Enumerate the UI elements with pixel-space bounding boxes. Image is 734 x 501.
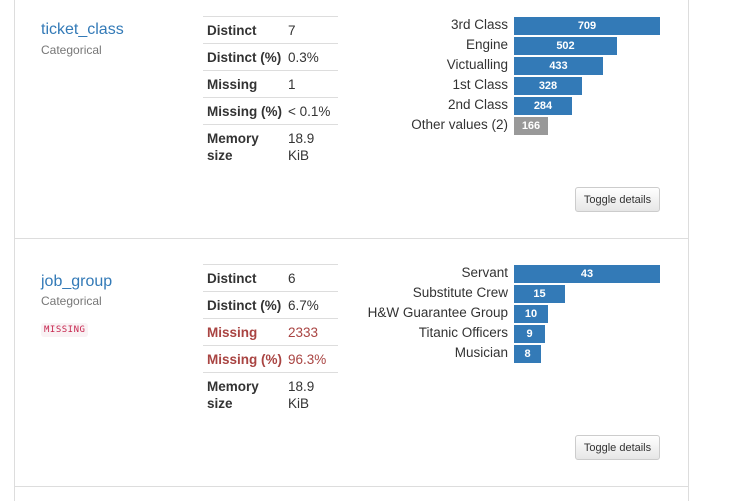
- freq-row: Musician 8: [315, 344, 675, 363]
- freq-category-label: Titanic Officers: [418, 325, 508, 340]
- stat-label: Missing (%): [207, 352, 283, 367]
- stat-row-memory-size: Memory size 18.9 KiB: [203, 124, 338, 169]
- stat-row-missing-pct: Missing (%) 96.3%: [203, 345, 338, 372]
- stat-value: < 0.1%: [288, 104, 331, 119]
- freq-bar: 284: [514, 97, 572, 115]
- stat-value: 6.7%: [288, 298, 319, 313]
- section-divider: [14, 486, 689, 487]
- stat-value-line: KiB: [288, 396, 310, 411]
- stat-value: 6: [288, 271, 296, 286]
- stat-value: 0.3%: [288, 50, 319, 65]
- stat-row-distinct-pct: Distinct (%) 6.7%: [203, 291, 338, 318]
- missing-warning-badge: MISSING: [41, 323, 89, 337]
- freq-row: Titanic Officers 9: [315, 324, 675, 343]
- freq-category-label: 1st Class: [452, 77, 508, 92]
- variable-type: Categorical: [41, 43, 102, 57]
- freq-category-label: 2nd Class: [447, 97, 508, 112]
- stat-label-line: Memory: [207, 131, 259, 146]
- freq-category-label: H&W Guarantee Group: [367, 305, 508, 320]
- freq-bar-other: 166: [514, 117, 548, 135]
- freq-row: Engine 502: [315, 36, 675, 55]
- variable-section-job-group: job_group Categorical MISSING Distinct 6…: [15, 248, 688, 486]
- stat-row-missing-pct: Missing (%) < 0.1%: [203, 97, 338, 124]
- freq-category-label: Substitute Crew: [412, 285, 508, 300]
- freq-bar: 15: [514, 285, 565, 303]
- freq-bar: 9: [514, 325, 545, 343]
- freq-bar: 10: [514, 305, 548, 323]
- stat-label: Missing (%): [207, 104, 283, 119]
- freq-row: Servant 43: [315, 264, 675, 283]
- stat-label-line: Memory: [207, 379, 259, 394]
- toggle-details-button[interactable]: Toggle details: [575, 435, 660, 460]
- stat-value: 18.9 KiB: [288, 378, 314, 412]
- freq-category-label: 3rd Class: [450, 17, 508, 32]
- stat-label: Distinct (%): [207, 298, 282, 313]
- freq-row: 3rd Class 709: [315, 16, 675, 35]
- freq-bar: 43: [514, 265, 660, 283]
- stat-value: 18.9 KiB: [288, 130, 314, 164]
- stat-value-line: KiB: [288, 148, 310, 163]
- freq-row: Victualling 433: [315, 56, 675, 75]
- freq-bar: 8: [514, 345, 541, 363]
- section-divider: [14, 238, 689, 239]
- stat-row-missing: Missing 2333: [203, 318, 338, 345]
- freq-row-other-values: Other values (2) 166: [315, 116, 675, 135]
- freq-category-label: Servant: [461, 265, 508, 280]
- stat-value-line: 18.9: [288, 131, 315, 146]
- stat-row-distinct-pct: Distinct (%) 0.3%: [203, 43, 338, 70]
- right-border: [688, 0, 689, 501]
- stat-label: Missing: [207, 77, 258, 92]
- freq-category-label: Other values (2): [411, 117, 508, 132]
- stat-row-missing: Missing 1: [203, 70, 338, 97]
- left-border: [14, 0, 15, 501]
- freq-row: H&W Guarantee Group 10: [315, 304, 675, 323]
- variable-name-link[interactable]: job_group: [41, 273, 113, 290]
- freq-bar: 328: [514, 77, 582, 95]
- stat-label: Distinct: [207, 271, 257, 286]
- stat-row-distinct: Distinct 6: [203, 264, 338, 291]
- freq-category-label: Musician: [454, 345, 508, 360]
- stat-value-line: 18.9: [288, 379, 315, 394]
- stat-label-line: size: [207, 148, 233, 163]
- stat-value: 96.3%: [288, 352, 327, 367]
- freq-category-label: Engine: [465, 37, 508, 52]
- stat-label: Memory size: [207, 130, 259, 164]
- stat-label: Distinct: [207, 23, 257, 38]
- toggle-details-button[interactable]: Toggle details: [575, 187, 660, 212]
- stat-label: Memory size: [207, 378, 259, 412]
- freq-row: 1st Class 328: [315, 76, 675, 95]
- stat-label: Missing: [207, 325, 258, 340]
- stat-value: 1: [288, 77, 296, 92]
- stat-value: 2333: [288, 325, 319, 340]
- stat-row-distinct: Distinct 7: [203, 16, 338, 43]
- freq-row: Substitute Crew 15: [315, 284, 675, 303]
- stat-value: 7: [288, 23, 296, 38]
- variable-section-ticket-class: ticket_class Categorical Distinct 7 Dist…: [15, 0, 688, 238]
- freq-bar: 502: [514, 37, 617, 55]
- variable-name-link[interactable]: ticket_class: [41, 21, 124, 38]
- stat-label-line: size: [207, 396, 233, 411]
- variable-type: Categorical: [41, 294, 102, 308]
- freq-row: 2nd Class 284: [315, 96, 675, 115]
- stat-row-memory-size: Memory size 18.9 KiB: [203, 372, 338, 417]
- stat-label: Distinct (%): [207, 50, 282, 65]
- freq-bar: 433: [514, 57, 603, 75]
- freq-bar: 709: [514, 17, 660, 35]
- freq-category-label: Victualling: [446, 57, 508, 72]
